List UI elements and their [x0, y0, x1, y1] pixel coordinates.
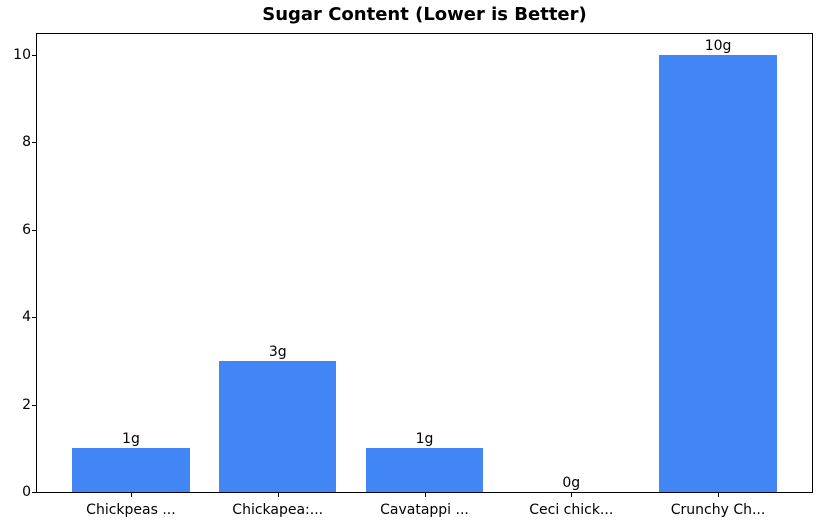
bar: [365, 448, 484, 492]
plot-area: 1g 3g 1g 0g 10g: [37, 33, 812, 492]
x-tick-label: Ceci chick...: [529, 502, 614, 518]
y-tick-label: 4: [22, 309, 31, 326]
x-tick-mark: [278, 493, 279, 497]
bar-value-label: 0g: [562, 475, 581, 491]
bar-value-label: 10g: [704, 37, 732, 54]
bar: [659, 54, 777, 492]
bar-value-label: 1g: [122, 431, 140, 448]
y-tick-label: 10: [13, 46, 31, 63]
y-tick-mark: [32, 142, 36, 143]
x-tick-mark: [718, 493, 719, 497]
bar-value-label: 3g: [268, 343, 287, 360]
y-tick-mark: [32, 317, 36, 318]
x-tick-label: Cavatappi ...: [380, 502, 469, 518]
x-tick-label: Crunchy Ch...: [670, 502, 766, 518]
x-tick-mark: [131, 493, 132, 497]
x-tick-mark: [571, 493, 572, 497]
y-tick-mark: [32, 492, 36, 493]
y-tick-label: 8: [22, 134, 31, 151]
y-tick-label: 0: [22, 484, 31, 500]
bar-value-label: 1g: [415, 431, 434, 448]
bar: [72, 448, 190, 492]
y-tick-mark: [32, 55, 36, 56]
y-tick-mark: [32, 230, 36, 231]
plot-spine-top: [36, 33, 813, 34]
y-tick-label: 2: [22, 396, 31, 413]
y-tick-mark: [32, 405, 36, 406]
y-tick-label: 6: [22, 221, 31, 238]
plot-spine-left: [36, 33, 37, 493]
bar: [219, 360, 337, 492]
plot-spine-bottom: [36, 492, 813, 493]
plot-spine-right: [812, 33, 813, 493]
chart-title: Sugar Content (Lower is Better): [262, 4, 587, 25]
x-tick-label: Chickpeas ...: [86, 502, 176, 518]
x-tick-mark: [425, 493, 426, 497]
x-tick-label: Chickapea:...: [232, 502, 324, 518]
